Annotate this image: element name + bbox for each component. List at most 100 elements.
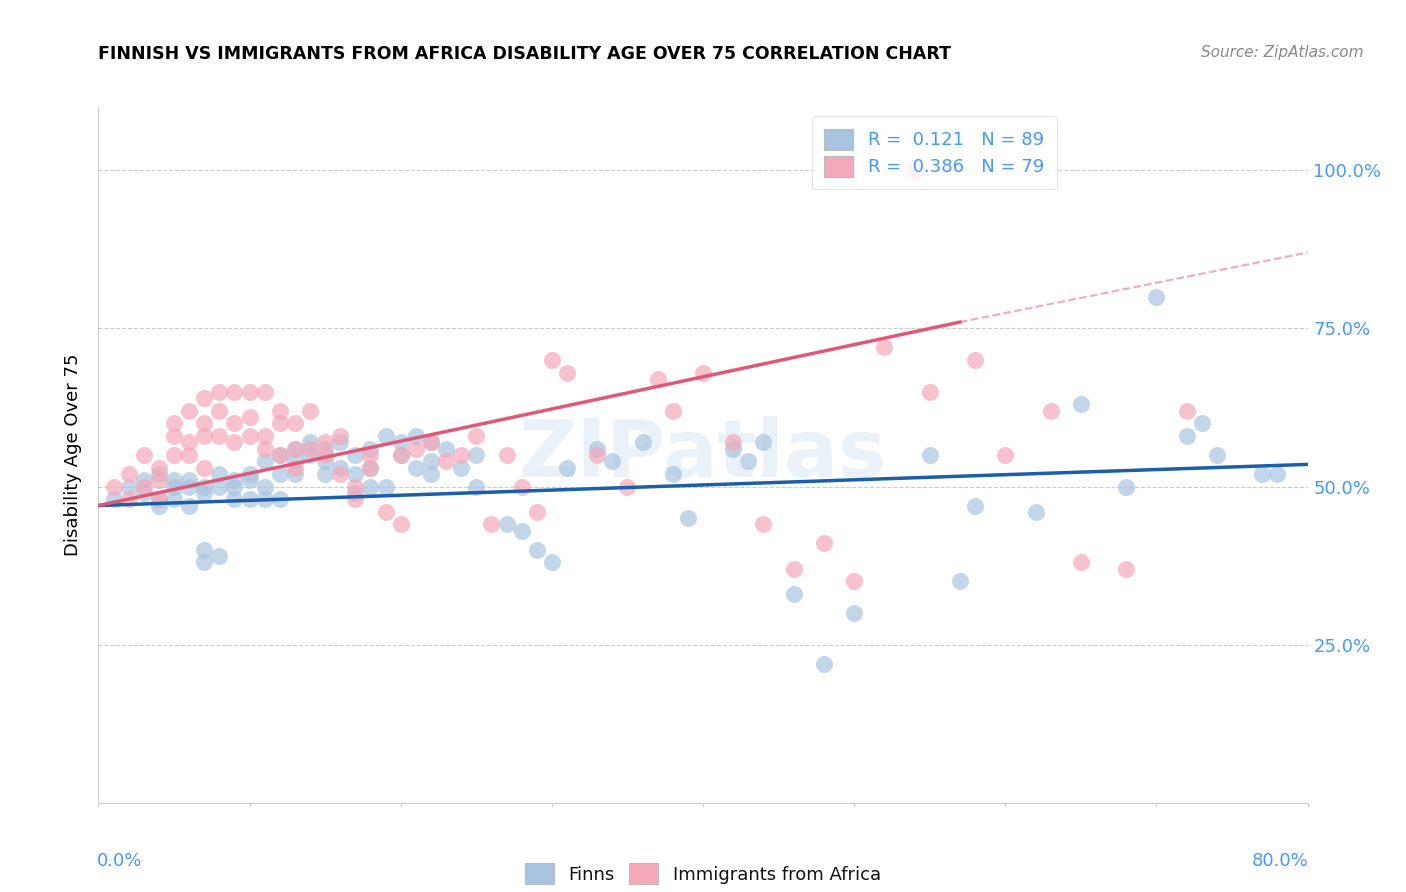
Point [239, 492, 262, 507]
Point [692, 366, 714, 380]
Point [465, 429, 488, 443]
Point [193, 479, 215, 493]
Point [163, 492, 186, 507]
Point [118, 492, 141, 507]
Point [224, 417, 246, 431]
Point [163, 429, 186, 443]
Point [1175, 429, 1198, 443]
Point [329, 429, 352, 443]
Point [299, 435, 322, 450]
Point [994, 448, 1017, 462]
Point [510, 479, 533, 493]
Point [873, 340, 896, 354]
Point [1070, 397, 1092, 411]
Point [965, 499, 987, 513]
Point [602, 454, 624, 468]
Point [239, 467, 262, 481]
Point [434, 454, 457, 468]
Point [1175, 403, 1198, 417]
Point [420, 467, 443, 481]
Point [405, 460, 427, 475]
Point [783, 587, 806, 601]
Point [465, 479, 488, 493]
Point [389, 448, 412, 462]
Point [314, 467, 336, 481]
Point [662, 467, 685, 481]
Point [918, 384, 941, 399]
Point [132, 448, 155, 462]
Point [344, 486, 367, 500]
Point [253, 442, 276, 456]
Point [208, 403, 231, 417]
Point [208, 467, 231, 481]
Point [434, 442, 457, 456]
Point [1115, 562, 1137, 576]
Point [360, 442, 382, 456]
Point [179, 435, 201, 450]
Legend: Finns, Immigrants from Africa: Finns, Immigrants from Africa [517, 856, 889, 891]
Point [103, 492, 125, 507]
Point [844, 606, 866, 620]
Point [314, 442, 336, 456]
Point [555, 366, 578, 380]
Point [163, 479, 186, 493]
Point [208, 549, 231, 563]
Point [314, 435, 336, 450]
Point [737, 454, 759, 468]
Text: FINNISH VS IMMIGRANTS FROM AFRICA DISABILITY AGE OVER 75 CORRELATION CHART: FINNISH VS IMMIGRANTS FROM AFRICA DISABI… [98, 45, 952, 62]
Point [299, 442, 322, 456]
Point [389, 448, 412, 462]
Text: ZIPatlas: ZIPatlas [519, 416, 887, 494]
Point [1144, 290, 1167, 304]
Point [299, 403, 322, 417]
Point [344, 479, 367, 493]
Point [374, 505, 396, 519]
Point [389, 435, 412, 450]
Point [193, 542, 215, 557]
Point [465, 448, 488, 462]
Point [239, 429, 262, 443]
Point [284, 442, 307, 456]
Point [555, 460, 578, 475]
Point [329, 467, 352, 481]
Point [495, 448, 517, 462]
Point [253, 454, 276, 468]
Point [193, 429, 215, 443]
Point [344, 467, 367, 481]
Point [360, 479, 382, 493]
Point [224, 435, 246, 450]
Point [965, 353, 987, 368]
Point [360, 460, 382, 475]
Point [163, 417, 186, 431]
Point [193, 391, 215, 405]
Point [253, 384, 276, 399]
Point [949, 574, 972, 589]
Point [269, 467, 291, 481]
Point [239, 409, 262, 424]
Point [103, 479, 125, 493]
Point [1115, 479, 1137, 493]
Point [329, 435, 352, 450]
Point [284, 467, 307, 481]
Point [723, 442, 745, 456]
Point [269, 417, 291, 431]
Point [269, 448, 291, 462]
Point [405, 442, 427, 456]
Point [374, 429, 396, 443]
Point [253, 429, 276, 443]
Point [253, 492, 276, 507]
Point [179, 499, 201, 513]
Point [314, 448, 336, 462]
Point [224, 473, 246, 487]
Point [329, 460, 352, 475]
Point [269, 448, 291, 462]
Point [163, 473, 186, 487]
Point [813, 536, 835, 550]
Point [1267, 467, 1289, 481]
Point [420, 454, 443, 468]
Point [813, 657, 835, 671]
Point [904, 163, 927, 178]
Point [193, 460, 215, 475]
Point [1251, 467, 1274, 481]
Point [179, 403, 201, 417]
